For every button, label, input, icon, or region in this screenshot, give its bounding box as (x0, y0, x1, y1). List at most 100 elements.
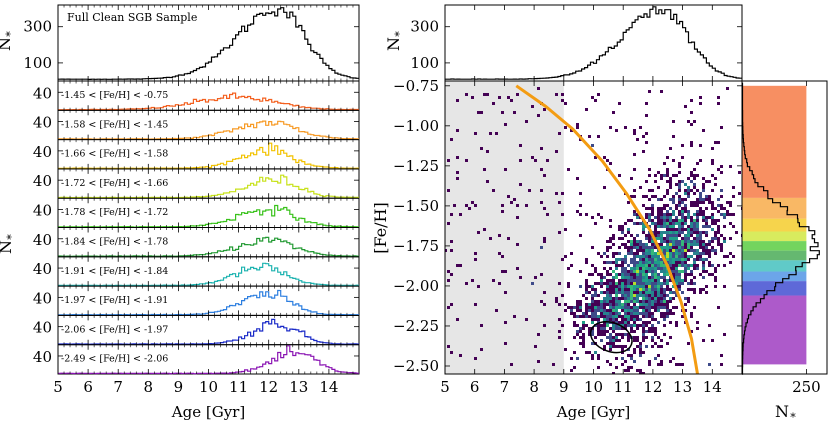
density-cell (621, 285, 624, 288)
model-curve (515, 84, 699, 374)
density-cell (480, 111, 483, 114)
density-cell (651, 243, 654, 246)
left-strip-ylabel-sub: * (5, 234, 18, 240)
density-cell (567, 267, 570, 270)
density-cell (612, 234, 615, 237)
density-cell (630, 234, 633, 237)
ytick-label: −1.00 (393, 117, 439, 135)
density-cell (609, 345, 612, 348)
density-cell (567, 168, 570, 171)
density-cell (711, 219, 714, 222)
density-cell (693, 120, 696, 123)
density-cell (636, 291, 639, 294)
density-cell (696, 267, 699, 270)
x-tick-label: 9 (559, 378, 569, 396)
density-cell (702, 258, 705, 261)
density-cell (606, 285, 609, 288)
density-cell (705, 243, 708, 246)
density-cell (594, 336, 597, 339)
ytick-label: 100 (410, 54, 439, 72)
density-cell (624, 312, 627, 315)
density-cell (636, 324, 639, 327)
density-cell (573, 306, 576, 309)
density-cell (594, 270, 597, 273)
density-cell (624, 345, 627, 348)
density-cell (600, 312, 603, 315)
density-cell (690, 255, 693, 258)
density-cell (672, 228, 675, 231)
density-cell (558, 282, 561, 285)
density-cell (648, 246, 651, 249)
density-cell (609, 285, 612, 288)
ytick-label: 40 (33, 201, 52, 219)
density-cell (678, 234, 681, 237)
density-cell (576, 300, 579, 303)
density-cell (681, 264, 684, 267)
density-cell (618, 252, 621, 255)
density-cell (594, 156, 597, 159)
density-cell (588, 291, 591, 294)
density-cell (696, 219, 699, 222)
density-cell (642, 333, 645, 336)
density-cell (693, 237, 696, 240)
density-cell (666, 240, 669, 243)
ytick-label: −1.75 (393, 237, 439, 255)
left-xlabel: Age [Gyr] (171, 403, 245, 421)
density-cell (600, 339, 603, 342)
density-cell (498, 96, 501, 99)
side-xlabel-sub: * (790, 411, 796, 424)
density-cell (648, 315, 651, 318)
density-cell (690, 141, 693, 144)
left-strip-ylabel: N (0, 240, 15, 254)
density-cell (699, 258, 702, 261)
strip-label: -1.72 < [Fe/H] < -1.66 (61, 178, 168, 189)
density-cell (684, 240, 687, 243)
density-cell (594, 303, 597, 306)
density-cell (687, 264, 690, 267)
density-cell (663, 273, 666, 276)
density-cell (588, 303, 591, 306)
density-cell (636, 240, 639, 243)
density-cell (648, 279, 651, 282)
strip-5: 40 -1.78 < [Fe/H] < -1.72 (33, 197, 360, 228)
density-cell (567, 306, 570, 309)
density-cell (696, 198, 699, 201)
density-cell (666, 315, 669, 318)
density-cell (633, 315, 636, 318)
density-cell (702, 186, 705, 189)
density-cell (618, 237, 621, 240)
density-cell (579, 306, 582, 309)
density-cell (711, 228, 714, 231)
density-cell (594, 324, 597, 327)
density-cell (702, 198, 705, 201)
density-cell (693, 222, 696, 225)
density-cell (684, 279, 687, 282)
density-cell (645, 270, 648, 273)
density-cell (576, 303, 579, 306)
density-cell (645, 303, 648, 306)
metallicity-band (742, 260, 807, 272)
density-cells (445, 87, 742, 374)
density-cell (606, 303, 609, 306)
density-cell (696, 327, 699, 330)
density-cell (603, 267, 606, 270)
density-cell (630, 273, 633, 276)
density-cell (618, 327, 621, 330)
density-cell (606, 249, 609, 252)
density-cell (666, 231, 669, 234)
density-cell (690, 282, 693, 285)
density-cell (588, 327, 591, 330)
density-cell (612, 270, 615, 273)
x-tick-label: 14 (319, 378, 338, 396)
density-cell (543, 240, 546, 243)
density-cell (660, 264, 663, 267)
density-cell (507, 237, 510, 240)
density-cell (654, 294, 657, 297)
density-cell (660, 261, 663, 264)
density-cell (582, 333, 585, 336)
density-cell (624, 234, 627, 237)
density-cell (648, 288, 651, 291)
density-cell (669, 219, 672, 222)
density-cell (666, 294, 669, 297)
strip-2: 40 -1.58 < [Fe/H] < -1.45 (33, 109, 360, 141)
